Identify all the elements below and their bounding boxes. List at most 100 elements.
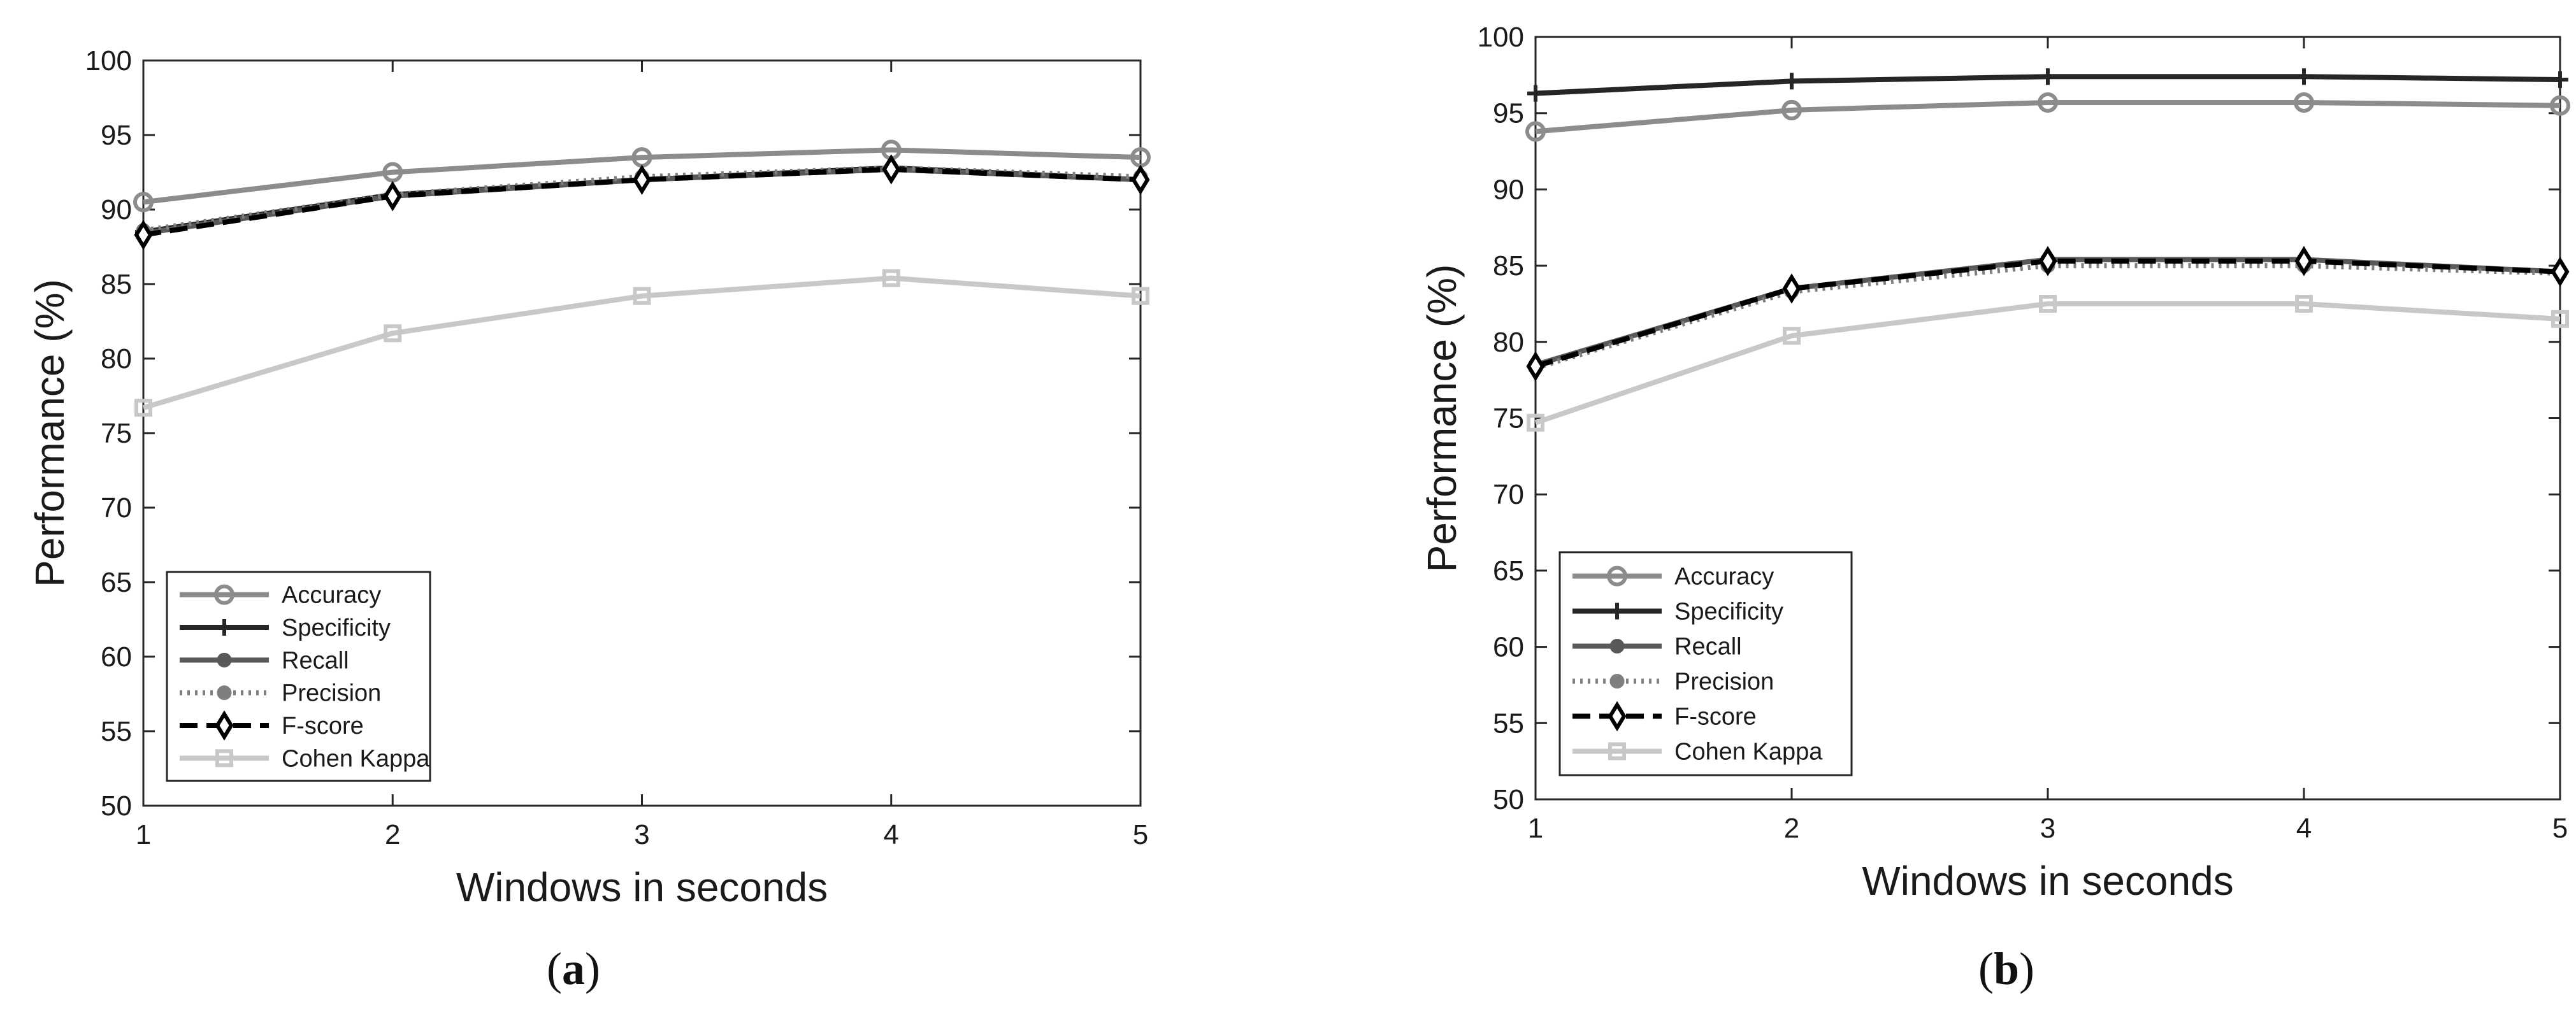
chart-b-ytick-label: 95 bbox=[1493, 98, 1524, 129]
chart-b-point-cohen-kappa bbox=[2039, 294, 2057, 313]
chart-a-xtick-label: 5 bbox=[1133, 819, 1148, 850]
chart-a-point-cohen-kappa bbox=[1132, 287, 1149, 305]
chart-a-xtick-label: 3 bbox=[634, 819, 649, 850]
chart-a-legend-marker-recall bbox=[217, 652, 232, 668]
chart-b-point-f-score bbox=[2551, 256, 2570, 287]
chart-b-point-specificity bbox=[2552, 71, 2568, 89]
chart-b-point-cohen-kappa bbox=[2551, 310, 2569, 328]
chart-b-xtick-label: 4 bbox=[2296, 813, 2312, 844]
chart-a-xtick-label: 1 bbox=[136, 819, 151, 850]
chart-a-point-cohen-kappa bbox=[882, 269, 900, 287]
chart-a-legend: Accuracy Specificity Recall Precision F-scor… bbox=[166, 571, 431, 782]
chart-a-series-accuracy bbox=[133, 139, 1151, 213]
chart-b-ytick-label: 100 bbox=[1478, 22, 1524, 53]
chart-a-point-accuracy bbox=[382, 162, 403, 183]
chart-b-series-accuracy bbox=[1525, 92, 2570, 142]
chart-b-ytick-label: 80 bbox=[1493, 327, 1524, 358]
chart-b-ytick-label: 50 bbox=[1493, 784, 1524, 815]
chart-a-xtick-label: 4 bbox=[884, 819, 899, 850]
chart-b-point-specificity bbox=[2296, 68, 2312, 85]
chart-panel-a: 50 55 60 65 70 75 80 85 90 95 100 1 2 3 4 5 Windows in s… bbox=[0, 0, 1211, 1021]
chart-a-legend-marker-cohen-kappa bbox=[215, 749, 233, 768]
chart-a-point-cohen-kappa bbox=[134, 399, 152, 417]
chart-a-ylabel: Performance (%) bbox=[27, 279, 73, 587]
caption-a-close: ) bbox=[584, 943, 600, 994]
chart-b-xtick-label: 3 bbox=[2040, 813, 2055, 844]
chart-b-xtick-label: 1 bbox=[1528, 813, 1543, 844]
chart-a-legend-label-accuracy: Accuracy bbox=[282, 582, 381, 609]
chart-a-ytick-label: 65 bbox=[101, 567, 132, 598]
chart-a-ytick-label: 90 bbox=[101, 194, 132, 225]
chart-a-ytick-label: 85 bbox=[101, 269, 132, 300]
chart-b-point-cohen-kappa bbox=[2295, 294, 2313, 313]
chart-a-legend-label-recall: Recall bbox=[282, 647, 349, 674]
chart-a-point-f-score bbox=[1131, 164, 1150, 195]
chart-b-point-accuracy bbox=[2294, 92, 2314, 113]
chart-b-xtick-label: 2 bbox=[1784, 813, 1799, 844]
chart-a-legend-label-f-score: F-score bbox=[282, 713, 364, 739]
chart-b-legend: Accuracy Specificity Recall Precision F-scor… bbox=[1558, 551, 1853, 776]
chart-a-legend-marker-precision bbox=[217, 685, 232, 701]
chart-a-point-cohen-kappa bbox=[384, 324, 402, 343]
chart-b-point-f-score bbox=[2038, 246, 2057, 276]
chart-a-ytick-label: 75 bbox=[101, 418, 132, 449]
chart-a-xlabel: Windows in seconds bbox=[456, 864, 828, 910]
chart-b-point-accuracy bbox=[1781, 99, 1802, 120]
chart-b-svg: 50 55 60 65 70 75 80 85 90 95 100 1 2 3 4 5 Windows in s… bbox=[1419, 22, 2570, 904]
chart-b-legend-label-f-score: F-score bbox=[1674, 704, 1757, 731]
chart-a-point-accuracy bbox=[133, 192, 154, 213]
chart-a-series-f-score bbox=[134, 154, 1150, 250]
chart-b-ytick-label: 60 bbox=[1493, 632, 1524, 663]
chart-b-point-accuracy bbox=[2038, 92, 2058, 113]
chart-b-legend-marker-recall bbox=[1609, 639, 1625, 653]
chart-a-svg: 50 55 60 65 70 75 80 85 90 95 100 1 2 3 4 5 Windows in s… bbox=[27, 45, 1151, 910]
chart-b-point-specificity bbox=[2040, 68, 2056, 85]
caption-a-open: ( bbox=[547, 943, 562, 994]
chart-panel-b: 50 55 60 65 70 75 80 85 90 95 100 1 2 3 4 5 Windows in s… bbox=[1338, 0, 2576, 1021]
chart-b-series-specificity bbox=[1527, 68, 2568, 102]
chart-b-line-cohen-kappa bbox=[1534, 301, 2561, 425]
chart-a-line-accuracy bbox=[143, 147, 1141, 205]
chart-b-legend-label-accuracy: Accuracy bbox=[1674, 564, 1774, 590]
chart-a-ytick-label: 60 bbox=[101, 641, 132, 673]
chart-b-point-f-score bbox=[2294, 246, 2313, 276]
chart-b-point-f-score bbox=[1526, 351, 1545, 382]
chart-a-xtick-label: 2 bbox=[385, 819, 400, 850]
chart-a-ytick-label: 95 bbox=[101, 120, 132, 151]
chart-a-line-f-score bbox=[143, 166, 1141, 238]
chart-b-ylabel: Performance (%) bbox=[1419, 264, 1465, 573]
chart-a-ytick-label: 80 bbox=[101, 343, 132, 375]
chart-b-point-cohen-kappa bbox=[1527, 413, 1544, 432]
chart-a-point-f-score bbox=[134, 220, 153, 250]
chart-b-point-cohen-kappa bbox=[1783, 327, 1801, 345]
chart-a-legend-label-cohen-kappa: Cohen Kappa bbox=[282, 745, 430, 772]
chart-a-ytick-label: 100 bbox=[85, 45, 132, 76]
chart-b-xlabel: Windows in seconds bbox=[1862, 858, 2233, 904]
caption-b-open: ( bbox=[1978, 943, 1994, 994]
chart-b-legend-label-specificity: Specificity bbox=[1674, 599, 1783, 625]
chart-b-ytick-label: 85 bbox=[1493, 250, 1524, 282]
chart-a-point-f-score bbox=[632, 164, 652, 195]
caption-a-letter: a bbox=[561, 943, 585, 994]
chart-a-legend-box bbox=[166, 571, 431, 782]
chart-a-point-cohen-kappa bbox=[633, 287, 651, 305]
caption-a: (a) bbox=[547, 943, 600, 996]
chart-a-legend-label-specificity: Specificity bbox=[282, 615, 391, 641]
chart-b-ytick-label: 65 bbox=[1493, 555, 1524, 587]
chart-b-series-f-score bbox=[1526, 246, 2570, 382]
chart-b-legend-box bbox=[1558, 551, 1853, 776]
chart-b-point-specificity bbox=[1783, 73, 1800, 90]
chart-b-legend-marker-precision bbox=[1609, 674, 1625, 689]
chart-a-legend-marker-f-score bbox=[215, 710, 234, 741]
caption-b-close: ) bbox=[2019, 943, 2035, 994]
chart-b-ytick-label: 70 bbox=[1493, 479, 1524, 510]
chart-b-point-accuracy bbox=[1525, 121, 1546, 142]
chart-a-point-f-score bbox=[383, 181, 402, 211]
chart-b-legend-marker-specificity bbox=[1609, 603, 1625, 620]
chart-b-legend-label-cohen-kappa: Cohen Kappa bbox=[1674, 739, 1823, 766]
chart-a-legend-label-precision: Precision bbox=[282, 680, 381, 707]
chart-a-ytick-label: 70 bbox=[101, 492, 132, 524]
chart-a-ytick-label: 55 bbox=[101, 716, 132, 747]
chart-b-series-cohen-kappa bbox=[1527, 294, 2569, 432]
chart-b-ytick-label: 90 bbox=[1493, 174, 1524, 205]
